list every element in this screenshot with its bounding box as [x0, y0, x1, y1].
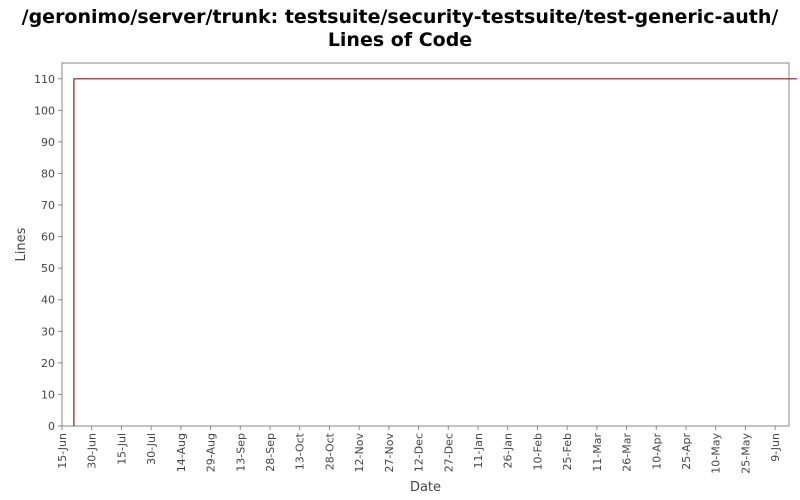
x-tick-label: 12-Nov — [353, 433, 366, 473]
x-tick-label: 13-Sep — [234, 433, 247, 472]
x-tick-label: 11-Jan — [472, 433, 485, 469]
x-axis-title: Date — [410, 480, 441, 495]
x-tick-label: 30-Jul — [145, 433, 158, 465]
chart-subtitle: Lines of Code — [327, 29, 473, 51]
y-tick-label: 20 — [41, 357, 55, 370]
y-tick-label: 80 — [41, 167, 55, 180]
x-tick-label: 27-Nov — [383, 433, 396, 473]
x-tick-label: 10-Apr — [650, 433, 663, 470]
x-tick-label: 25-Apr — [680, 433, 693, 470]
y-tick-label: 50 — [41, 262, 55, 275]
x-tick-label: 15-Jul — [115, 433, 128, 465]
x-tick-label: 29-Aug — [205, 433, 218, 472]
x-tick-label: 25-May — [739, 433, 752, 474]
y-tick-label: 70 — [41, 199, 55, 212]
x-tick-label: 28-Oct — [323, 432, 336, 470]
x-tick-label: 13-Oct — [294, 432, 307, 470]
x-tick-label: 26-Jan — [502, 433, 515, 469]
y-tick-label: 90 — [41, 136, 55, 149]
y-tick-label: 10 — [41, 388, 55, 401]
y-tick-label: 100 — [34, 104, 55, 117]
x-tick-label: 14-Aug — [175, 433, 188, 472]
x-tick-label: 9-Jun — [769, 433, 782, 462]
series-line — [73, 78, 797, 426]
y-axis-title: Lines — [14, 227, 29, 261]
y-tick-label: 110 — [34, 73, 55, 86]
y-tick-label: 0 — [48, 420, 55, 433]
plot-area — [61, 62, 790, 427]
y-tick-label: 40 — [41, 294, 55, 307]
x-tick-label: 10-May — [710, 433, 723, 474]
x-tick-label: 10-Feb — [531, 433, 544, 470]
y-tick-label: 60 — [41, 231, 55, 244]
x-tick-label: 26-Mar — [621, 433, 634, 472]
x-tick-label: 27-Dec — [442, 433, 455, 472]
x-tick-label: 30-Jun — [86, 433, 99, 469]
x-tick-label: 11-Mar — [591, 433, 604, 472]
y-tick-label: 30 — [41, 325, 55, 338]
x-tick-label: 12-Dec — [413, 433, 426, 472]
x-tick-label: 28-Sep — [264, 433, 277, 472]
chart-title: /geronimo/server/trunk: testsuite/securi… — [21, 6, 779, 28]
x-tick-label: 25-Feb — [561, 433, 574, 470]
x-tick-label: 15-Jun — [56, 433, 69, 469]
